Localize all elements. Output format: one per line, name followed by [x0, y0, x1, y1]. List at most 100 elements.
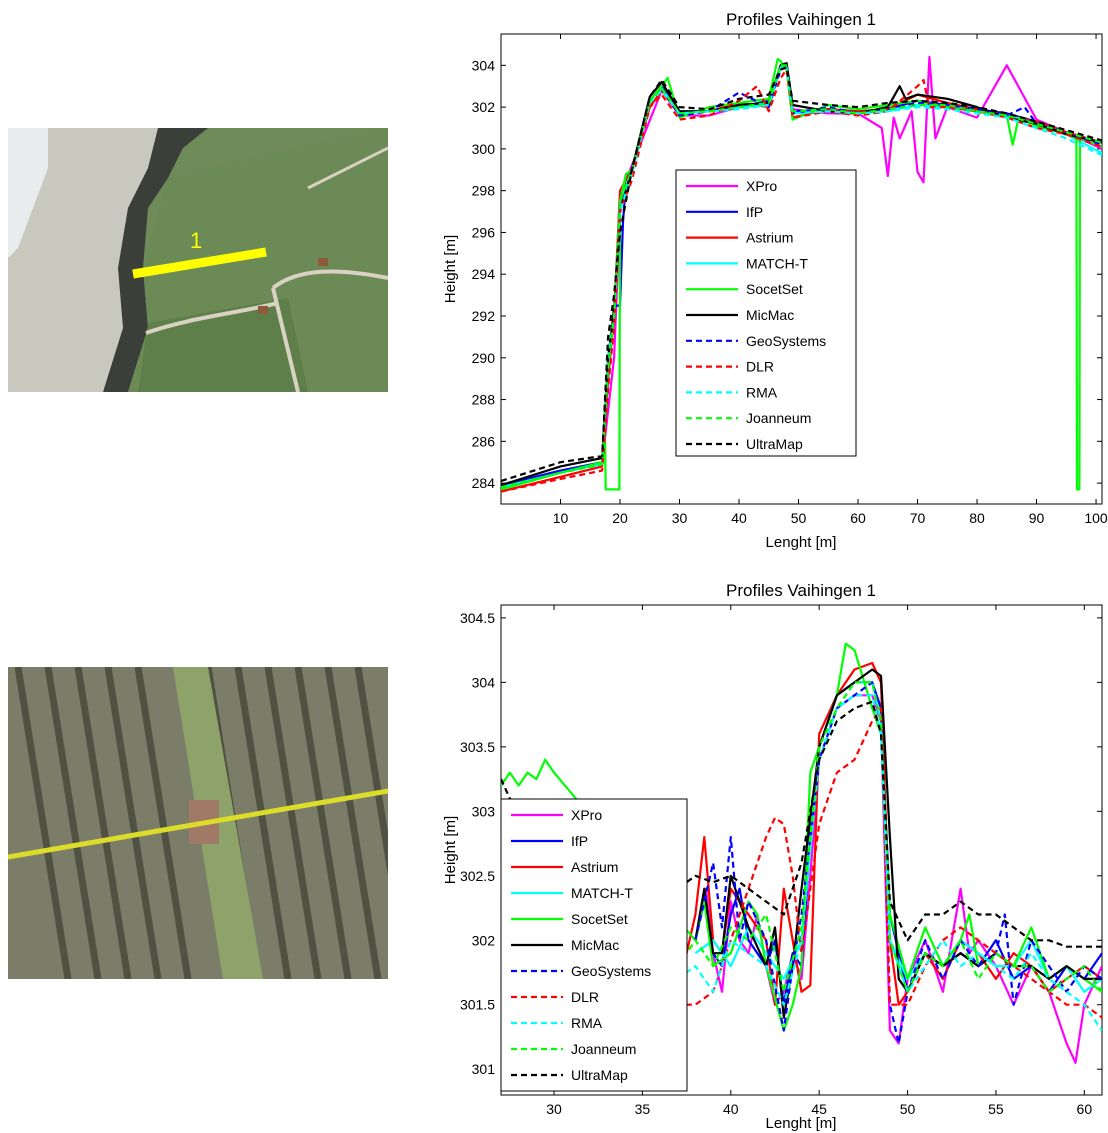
- plot-area-bottom: [500, 604, 1103, 1096]
- y-tick-294: 294: [472, 266, 1102, 282]
- x-tick-50: 50: [791, 34, 807, 526]
- series-line-socetset: [501, 57, 1102, 491]
- legend-label: DLR: [746, 359, 774, 375]
- y-axis-label: Height [m]: [442, 235, 459, 303]
- series-line-ifp: [501, 64, 1102, 487]
- y-tick-304: 304: [472, 57, 1102, 73]
- y-tick-label: 303: [472, 803, 496, 819]
- series-line-dlr: [659, 707, 1102, 1019]
- y-tick-301.5: 301.5: [460, 997, 1102, 1013]
- legend-item: UltraMap: [686, 436, 803, 452]
- aerial-photo-top: 1: [8, 128, 388, 392]
- x-axis-label: Lenght [m]: [766, 1115, 837, 1132]
- series-line-joanneum: [501, 64, 1102, 489]
- legend-item: Astrium: [511, 859, 618, 875]
- x-tick-label: 50: [900, 1101, 916, 1117]
- x-tick-90: 90: [1029, 34, 1045, 526]
- series-line-ifp: [694, 681, 1102, 1006]
- legend-item: MATCH-T: [511, 885, 633, 901]
- series-line-rma: [501, 66, 1102, 489]
- y-axis-label: Height [m]: [442, 816, 459, 884]
- legend-item: RMA: [511, 1015, 603, 1031]
- series-line-match-t: [501, 64, 1102, 489]
- y-tick-label: 296: [472, 224, 496, 240]
- legend-label: XPro: [746, 178, 777, 194]
- y-tick-label: 304.5: [460, 610, 495, 626]
- x-tick-label: 30: [546, 1101, 562, 1117]
- legend-label: RMA: [746, 384, 778, 400]
- series-line-astrium: [676, 661, 1102, 1006]
- y-tick-label: 304: [472, 57, 496, 73]
- legend-box: [675, 169, 857, 457]
- y-tick-290: 290: [472, 350, 1102, 366]
- series-line-ultramap: [501, 66, 1102, 483]
- x-tick-60: 60: [1077, 605, 1093, 1117]
- y-tick-label: 301.5: [460, 997, 495, 1013]
- x-tick-80: 80: [969, 34, 985, 526]
- legend-label: MicMac: [571, 937, 619, 953]
- series-line-micmac: [694, 668, 1102, 1019]
- y-tick-label: 302: [472, 932, 496, 948]
- legend-label: Astrium: [746, 230, 793, 246]
- y-tick-label: 288: [472, 392, 496, 408]
- y-tick-303.5: 303.5: [460, 739, 1102, 755]
- legend-label: DLR: [571, 989, 599, 1005]
- legend-item: UltraMap: [511, 1067, 628, 1083]
- legend-label: GeoSystems: [571, 963, 651, 979]
- legend-label: RMA: [571, 1015, 603, 1031]
- x-tick-30: 30: [546, 605, 562, 1117]
- y-tick-label: 292: [472, 308, 496, 324]
- legend-label: IfP: [571, 833, 588, 849]
- y-tick-300: 300: [472, 141, 1102, 157]
- x-tick-45: 45: [811, 605, 827, 1117]
- y-tick-label: 301: [472, 1061, 496, 1077]
- legend-item: IfP: [511, 833, 588, 849]
- legend-label: Joanneum: [571, 1041, 636, 1057]
- legend-label: IfP: [746, 204, 763, 220]
- legend-item: XPro: [686, 178, 777, 194]
- y-tick-284: 284: [472, 475, 1102, 491]
- legend-item: Joanneum: [686, 410, 811, 426]
- legend-label: SocetSet: [571, 911, 628, 927]
- legend-label: SocetSet: [746, 281, 803, 297]
- y-tick-288: 288: [472, 392, 1102, 408]
- x-tick-label: 35: [635, 1101, 651, 1117]
- legend-label: UltraMap: [746, 436, 803, 452]
- x-tick-10: 10: [553, 34, 569, 526]
- legend-item: XPro: [511, 807, 602, 823]
- series-line-xpro: [501, 55, 1102, 489]
- series-line-xpro: [694, 694, 1102, 1064]
- x-tick-label: 60: [1077, 1101, 1093, 1117]
- legend-item: IfP: [686, 204, 763, 220]
- x-tick-100: 100: [1084, 34, 1108, 526]
- x-tick-label: 55: [988, 1101, 1004, 1117]
- y-tick-286: 286: [472, 433, 1102, 449]
- y-tick-label: 286: [472, 433, 496, 449]
- x-tick-60: 60: [850, 34, 866, 526]
- series-line-match-t: [694, 681, 1102, 993]
- y-tick-304: 304: [472, 674, 1102, 690]
- series-line-astrium: [501, 62, 1102, 493]
- y-tick-label: 298: [472, 183, 496, 199]
- x-tick-label: 60: [850, 510, 866, 526]
- series-line-socetset: [501, 642, 1102, 1032]
- legend-item: MicMac: [511, 937, 619, 953]
- y-tick-label: 302.5: [460, 868, 495, 884]
- y-tick-304.5: 304.5: [460, 610, 1102, 626]
- legend-item: GeoSystems: [686, 333, 826, 349]
- y-tick-298: 298: [472, 183, 1102, 199]
- plot-area-top: [500, 33, 1103, 505]
- y-tick-302.5: 302.5: [460, 868, 1102, 884]
- x-tick-label: 45: [811, 1101, 827, 1117]
- y-tick-302: 302: [472, 932, 1102, 948]
- legend-item: DLR: [686, 359, 774, 375]
- legend-label: Joanneum: [746, 410, 811, 426]
- legend: XPro IfP Astrium MATCH-T SocetSet MicMac GeoSy…: [675, 169, 857, 457]
- x-tick-55: 55: [988, 605, 1004, 1117]
- x-tick-40: 40: [731, 34, 747, 526]
- legend-box: [500, 798, 688, 1092]
- legend-label: MATCH-T: [746, 255, 808, 271]
- series-line-joanneum: [676, 681, 1102, 993]
- legend-item: RMA: [686, 384, 778, 400]
- y-tick-label: 284: [472, 475, 496, 491]
